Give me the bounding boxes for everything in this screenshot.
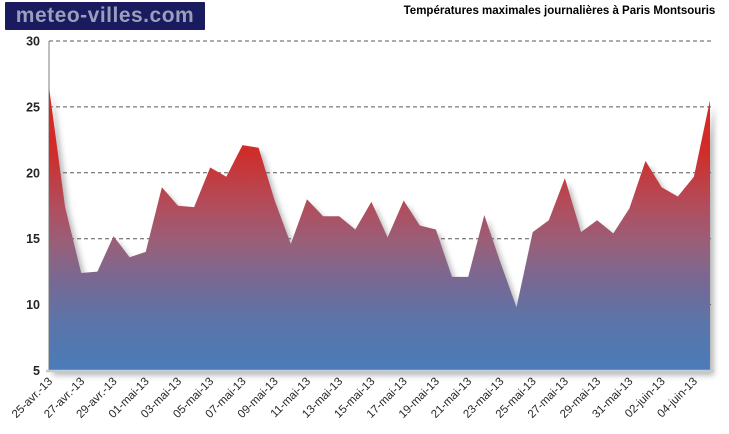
- meteo-villes-logo[interactable]: meteo-villes.com: [5, 2, 205, 30]
- y-axis-label: 10: [26, 298, 40, 312]
- y-axis-label: 5: [33, 364, 40, 378]
- temperature-area-series: [49, 87, 710, 371]
- y-axis-label: 20: [26, 166, 40, 180]
- y-axis-label: 15: [26, 232, 40, 246]
- chart-title: Températures maximales journalières à Pa…: [403, 5, 716, 17]
- y-axis-label: 30: [26, 35, 40, 49]
- y-axis-label: 25: [26, 100, 40, 114]
